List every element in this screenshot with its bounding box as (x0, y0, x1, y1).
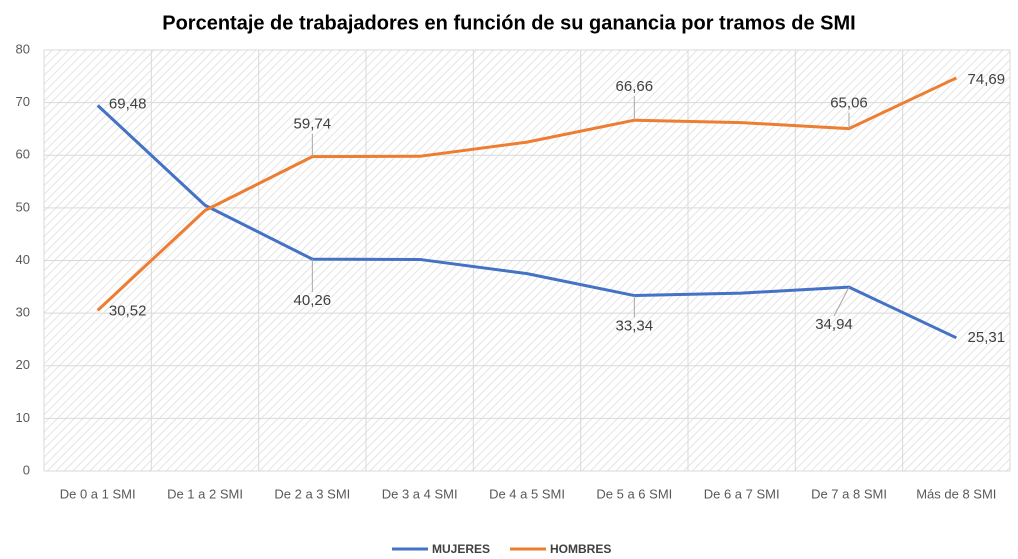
y-tick-label: 80 (16, 41, 30, 56)
x-tick-label: De 0 a 1 SMI (60, 486, 136, 501)
data-label: 69,48 (109, 95, 147, 112)
chart-title: Porcentaje de trabajadores en función de… (162, 12, 856, 34)
data-label: 33,34 (616, 318, 654, 335)
line-series (96, 104, 957, 340)
leader-line (833, 286, 850, 317)
data-label: 25,31 (968, 329, 1006, 346)
y-tick-label: 40 (16, 252, 30, 267)
line-series (96, 76, 957, 312)
data-label: 40,26 (294, 292, 332, 309)
x-tick-label: De 5 a 6 SMI (596, 486, 672, 501)
x-tick-label: De 4 a 5 SMI (489, 486, 565, 501)
data-label: 66,66 (616, 78, 654, 95)
y-tick-label: 70 (16, 94, 30, 109)
y-tick-label: 20 (16, 357, 30, 372)
data-label: 30,52 (109, 302, 147, 319)
y-tick-label: 60 (16, 147, 30, 162)
x-tick-label: De 2 a 3 SMI (274, 486, 350, 501)
y-tick-label: 0 (23, 462, 30, 477)
legend-label: HOMBRES (550, 542, 611, 556)
x-tick-label: De 6 a 7 SMI (704, 486, 780, 501)
y-tick-label: 50 (16, 199, 30, 214)
data-label: 34,94 (815, 316, 853, 333)
data-label: 74,69 (968, 71, 1006, 88)
x-tick-label: De 3 a 4 SMI (382, 486, 458, 501)
x-tick-label: Más de 8 SMI (916, 486, 996, 501)
data-label: 59,74 (294, 116, 332, 133)
y-tick-label: 30 (16, 305, 30, 320)
legend-label: MUJERES (432, 542, 490, 556)
x-tick-label: De 7 a 8 SMI (811, 486, 887, 501)
x-tick-label: De 1 a 2 SMI (167, 486, 243, 501)
y-tick-label: 10 (16, 410, 30, 425)
data-label: 65,06 (830, 95, 868, 112)
